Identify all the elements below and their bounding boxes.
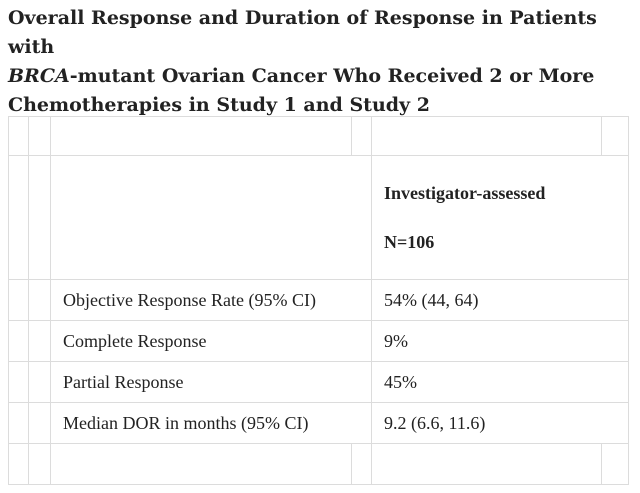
table-row: Objective Response Rate (95% CI) 54% (44… [8, 279, 629, 321]
table-spacer-row [8, 443, 629, 485]
page-title: Overall Response and Duration of Respons… [8, 4, 628, 120]
header-cell: Investigator-assessed N=106 [371, 155, 629, 280]
title-brca-italic: BRCA [8, 65, 70, 87]
row-label: Complete Response [50, 320, 372, 362]
table-row: Partial Response 45% [8, 361, 629, 403]
title-line-1: Overall Response and Duration of Respons… [8, 7, 597, 58]
row-value: 9.2 (6.6, 11.6) [371, 402, 629, 444]
table-spacer-row [8, 116, 629, 156]
row-value: 54% (44, 64) [371, 279, 629, 321]
title-line-2: -mutant Ovarian Cancer Who Received 2 or… [69, 65, 595, 87]
header-n-count: N=106 [384, 231, 435, 252]
row-label: Median DOR in months (95% CI) [50, 402, 372, 444]
header-investigator-assessed: Investigator-assessed [384, 182, 546, 203]
row-label: Partial Response [50, 361, 372, 403]
row-label: Objective Response Rate (95% CI) [50, 279, 372, 321]
title-line-3: Chemotherapies in Study 1 and Study 2 [8, 94, 430, 116]
header-empty-cell [50, 155, 372, 280]
table-header-row: Investigator-assessed N=106 [8, 155, 629, 280]
table-row: Complete Response 9% [8, 320, 629, 362]
row-value: 9% [371, 320, 629, 362]
row-value: 45% [371, 361, 629, 403]
response-table: Investigator-assessed N=106 Objective Re… [8, 116, 629, 485]
table-row: Median DOR in months (95% CI) 9.2 (6.6, … [8, 402, 629, 444]
